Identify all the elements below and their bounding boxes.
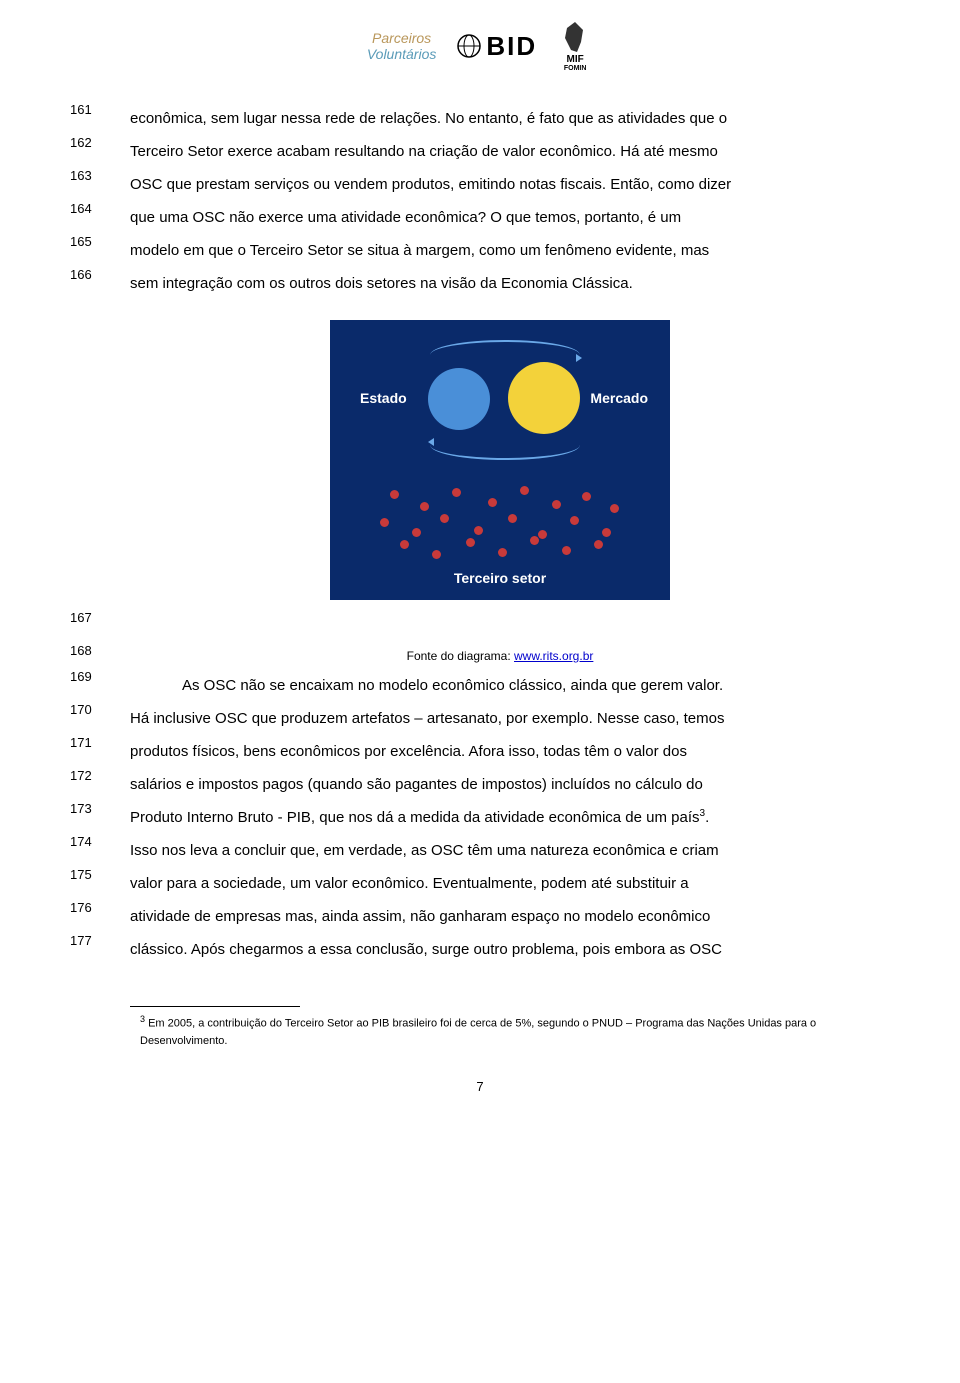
- paragraph-text: modelo em que o Terceiro Setor se situa …: [130, 234, 709, 267]
- line-number: 165: [70, 234, 92, 249]
- line-number: 170: [70, 702, 92, 717]
- footnote-separator: [130, 1006, 300, 1007]
- paragraph-text: Isso nos leva a concluir que, em verdade…: [130, 834, 719, 867]
- dot-icon: [432, 550, 441, 559]
- dot-icon: [400, 540, 409, 549]
- line-number: 166: [70, 267, 92, 282]
- logo-mif: MIF FOMIN: [557, 20, 593, 72]
- diagram-container: Estado Mercado Terceiro setor: [130, 320, 870, 600]
- south-america-icon: [557, 20, 593, 54]
- body-content: 161 econômica, sem lugar nessa rede de re…: [0, 102, 960, 966]
- dot-icon: [440, 514, 449, 523]
- diagram-label-mercado: Mercado: [590, 390, 648, 406]
- logo-parceiros-line1: Parceiros: [372, 30, 431, 46]
- paragraph-text: valor para a sociedade, um valor econômi…: [130, 867, 689, 900]
- sectors-diagram: Estado Mercado Terceiro setor: [330, 320, 670, 600]
- dot-icon: [466, 538, 475, 547]
- paragraph-text: Produto Interno Bruto - PIB, que nos dá …: [130, 801, 709, 834]
- page-number: 7: [0, 1049, 960, 1114]
- terceiro-setor-dots: [370, 480, 630, 560]
- line-number: 162: [70, 135, 92, 150]
- dot-icon: [562, 546, 571, 555]
- line-number: 175: [70, 867, 92, 882]
- exchange-arc-bottom-icon: [430, 430, 580, 460]
- paragraph-text: clássico. Após chegarmos a essa conclusã…: [130, 933, 722, 966]
- paragraph-text: salários e impostos pagos (quando são pa…: [130, 768, 703, 801]
- line-number: 163: [70, 168, 92, 183]
- line-number: 171: [70, 735, 92, 750]
- paragraph-text: Há inclusive OSC que produzem artefatos …: [130, 702, 724, 735]
- logo-parceiros: Parceiros Voluntários: [367, 30, 437, 62]
- page-header: Parceiros Voluntários BID MIF FOMIN: [0, 0, 960, 102]
- caption-prefix: Fonte do diagrama:: [407, 649, 514, 663]
- paragraph-text: produtos físicos, bens econômicos por ex…: [130, 735, 687, 768]
- footnote: 3 Em 2005, a contribuição do Terceiro Se…: [0, 1013, 960, 1049]
- line-number: 164: [70, 201, 92, 216]
- dot-icon: [520, 486, 529, 495]
- diagram-caption: Fonte do diagrama: www.rits.org.br: [130, 643, 870, 669]
- logo-parceiros-line2: Voluntários: [367, 46, 437, 62]
- line-number: 177: [70, 933, 92, 948]
- line-number: 169: [70, 669, 92, 684]
- paragraph-text: que uma OSC não exerce uma atividade eco…: [130, 201, 681, 234]
- text-fragment: Produto Interno Bruto - PIB, que nos dá …: [130, 809, 700, 826]
- dot-icon: [582, 492, 591, 501]
- dot-icon: [498, 548, 507, 557]
- paragraph-text: Terceiro Setor exerce acabam resultando …: [130, 135, 718, 168]
- paragraph-text: econômica, sem lugar nessa rede de relaç…: [130, 102, 727, 135]
- line-number: 161: [70, 102, 92, 117]
- line-number: 168: [70, 643, 92, 658]
- diagram-label-terceiro: Terceiro setor: [330, 570, 670, 586]
- dot-icon: [380, 518, 389, 527]
- text-fragment: .: [705, 809, 709, 826]
- dot-icon: [538, 530, 547, 539]
- dot-icon: [610, 504, 619, 513]
- line-number: 173: [70, 801, 92, 816]
- dot-icon: [390, 490, 399, 499]
- logo-bid: BID: [456, 31, 537, 62]
- line-number: 174: [70, 834, 92, 849]
- dot-icon: [412, 528, 421, 537]
- dot-icon: [594, 540, 603, 549]
- dot-icon: [570, 516, 579, 525]
- dot-icon: [602, 528, 611, 537]
- dot-icon: [488, 498, 497, 507]
- mercado-circle-icon: [508, 362, 580, 434]
- line-number: 172: [70, 768, 92, 783]
- line-number: 167: [70, 610, 92, 625]
- globe-icon: [456, 33, 482, 59]
- paragraph-text: atividade de empresas mas, ainda assim, …: [130, 900, 710, 933]
- dot-icon: [452, 488, 461, 497]
- source-link[interactable]: www.rits.org.br: [514, 649, 593, 663]
- dot-icon: [420, 502, 429, 511]
- diagram-label-estado: Estado: [360, 390, 407, 406]
- dot-icon: [508, 514, 517, 523]
- paragraph-text: sem integração com os outros dois setore…: [130, 267, 633, 300]
- line-number: 176: [70, 900, 92, 915]
- footnote-text: Em 2005, a contribuição do Terceiro Seto…: [145, 1018, 816, 1030]
- paragraph-text: OSC que prestam serviços ou vendem produ…: [130, 168, 731, 201]
- footnote-text: Desenvolvimento.: [140, 1035, 227, 1047]
- paragraph-text: As OSC não se encaixam no modelo econômi…: [130, 669, 723, 702]
- dot-icon: [552, 500, 561, 509]
- estado-circle-icon: [428, 368, 490, 430]
- dot-icon: [530, 536, 539, 545]
- dot-icon: [474, 526, 483, 535]
